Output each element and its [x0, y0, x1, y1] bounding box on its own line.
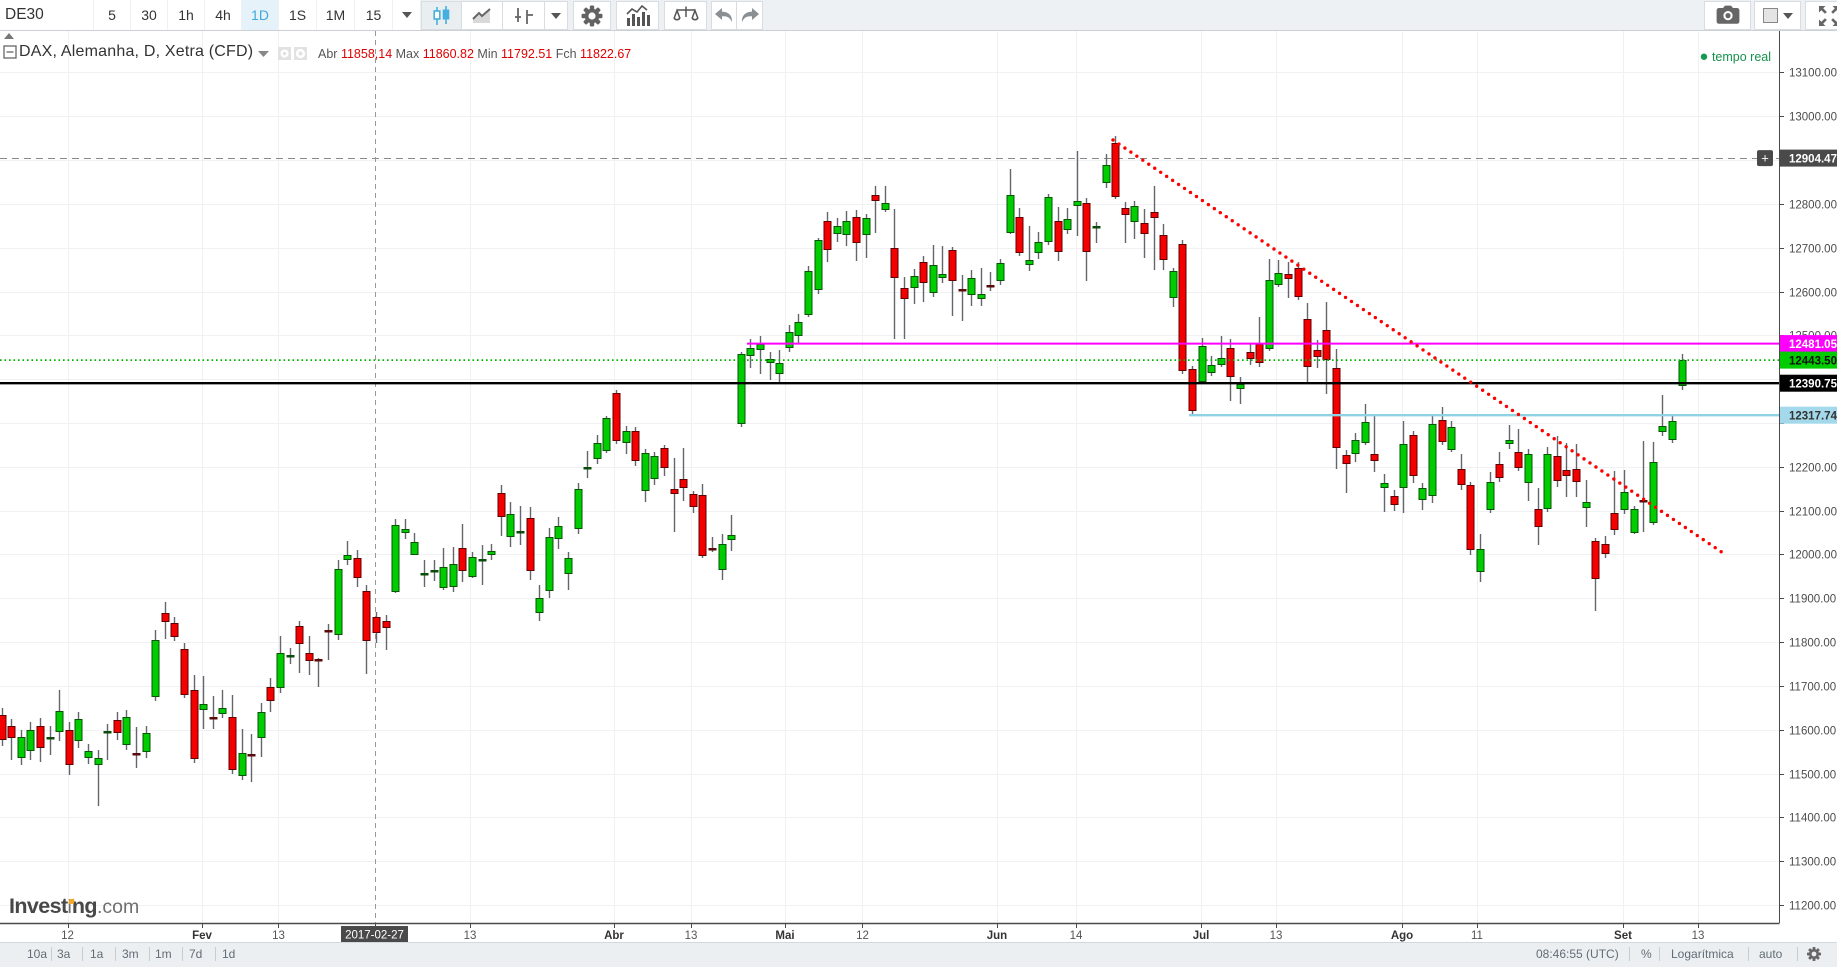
svg-text:2017-02-27: 2017-02-27: [345, 930, 404, 942]
svg-text:11200.00: 11200.00: [1789, 901, 1836, 913]
svg-text:11800.00: 11800.00: [1789, 638, 1836, 650]
svg-text:11600.00: 11600.00: [1789, 726, 1836, 738]
svg-text:Jun: Jun: [987, 930, 1007, 942]
svg-text:14: 14: [1070, 930, 1083, 942]
svg-text:11: 11: [1471, 930, 1483, 942]
svg-text:12200.00: 12200.00: [1789, 463, 1837, 475]
svg-text:11400.00: 11400.00: [1789, 813, 1836, 825]
svg-text:11900.00: 11900.00: [1789, 594, 1836, 606]
svg-text:12390.75: 12390.75: [1789, 378, 1837, 390]
svg-text:Ago: Ago: [1391, 930, 1413, 942]
svg-text:Set: Set: [1614, 930, 1632, 942]
svg-text:12800.00: 12800.00: [1789, 200, 1837, 212]
svg-text:+: +: [1761, 151, 1769, 166]
svg-text:13: 13: [464, 930, 477, 942]
svg-text:12600.00: 12600.00: [1789, 288, 1837, 300]
svg-text:11700.00: 11700.00: [1789, 682, 1836, 694]
svg-text:12317.74: 12317.74: [1789, 410, 1837, 422]
svg-text:13: 13: [1270, 930, 1283, 942]
svg-text:12: 12: [61, 930, 74, 942]
svg-text:13000.00: 13000.00: [1789, 112, 1837, 124]
svg-text:12443.50: 12443.50: [1789, 355, 1837, 367]
svg-text:13: 13: [272, 930, 285, 942]
svg-text:13: 13: [1692, 930, 1705, 942]
svg-text:Mai: Mai: [775, 930, 794, 942]
svg-text:12: 12: [856, 930, 869, 942]
svg-text:12700.00: 12700.00: [1789, 244, 1837, 256]
svg-text:Abr: Abr: [604, 930, 624, 942]
svg-text:12100.00: 12100.00: [1789, 507, 1837, 519]
svg-text:11300.00: 11300.00: [1789, 857, 1836, 869]
svg-text:12000.00: 12000.00: [1789, 550, 1837, 562]
svg-text:Fev: Fev: [192, 930, 212, 942]
svg-text:11500.00: 11500.00: [1789, 770, 1836, 782]
svg-text:13: 13: [685, 930, 698, 942]
svg-text:13100.00: 13100.00: [1789, 68, 1837, 80]
svg-text:Jul: Jul: [1193, 930, 1210, 942]
svg-text:12904.47: 12904.47: [1789, 153, 1837, 165]
svg-text:12481.05: 12481.05: [1789, 339, 1837, 351]
